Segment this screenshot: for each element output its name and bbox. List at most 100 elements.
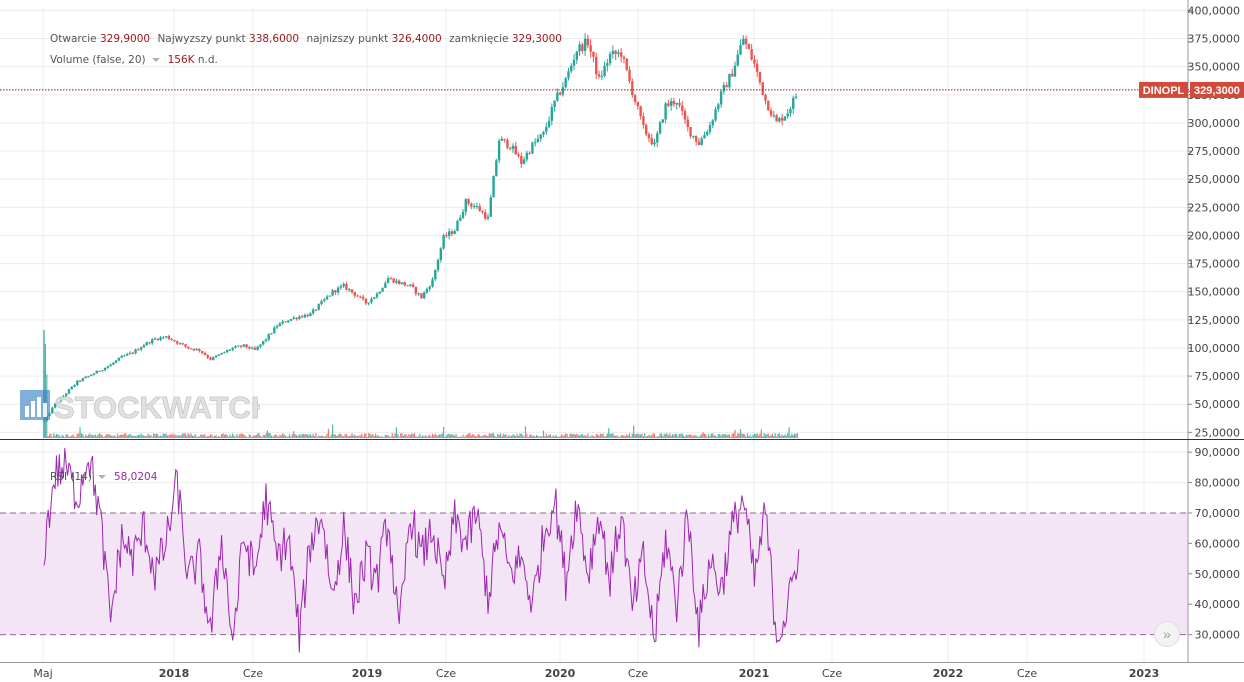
volume-bar	[214, 435, 216, 438]
volume-bar	[110, 435, 112, 438]
volume-bar	[166, 435, 169, 438]
candle	[453, 229, 456, 235]
candle	[658, 120, 662, 135]
volume-bar	[368, 433, 370, 438]
volume-bar	[179, 435, 181, 438]
volume-bar	[369, 433, 371, 438]
volume-bar	[732, 433, 735, 438]
volume-bar	[57, 434, 59, 438]
volume-bar	[433, 435, 435, 438]
candle	[126, 352, 129, 356]
candle	[550, 103, 554, 126]
volume-bar	[448, 433, 450, 438]
volume-bar	[597, 434, 599, 438]
volume-bar	[527, 436, 529, 438]
volume-bar	[574, 434, 577, 438]
candle	[242, 344, 245, 348]
volume-label[interactable]: Volume (false, 20)	[50, 54, 146, 66]
volume-bar	[562, 435, 564, 438]
volume-bar	[379, 436, 381, 438]
volume-bar	[610, 434, 613, 438]
candle	[120, 354, 123, 358]
candle	[411, 282, 415, 288]
volume-legend[interactable]: Volume (false, 20) 156K n.d.	[50, 54, 218, 66]
candle	[256, 345, 259, 351]
volume-bar	[605, 435, 607, 438]
time-axis[interactable]: Maj 2018 Cze 2019 Cze 2020 Cze 2021 Cze 2022 Cze 20…	[33, 667, 1159, 680]
volume-bar	[422, 435, 424, 438]
volume-bar	[590, 436, 592, 438]
ohlc-legend: Otwarcie 329,9000 Najwyzszy punkt 338,60…	[50, 33, 562, 45]
volume-bar	[236, 433, 238, 438]
volume-bar	[595, 434, 597, 438]
volume-bar	[676, 433, 678, 438]
volume-bar	[78, 433, 80, 438]
volume-bar	[98, 433, 101, 438]
volume-bar	[745, 436, 747, 438]
volume-bar	[391, 433, 393, 438]
volume-bar	[534, 436, 536, 438]
candle	[484, 208, 487, 221]
volume-bar	[309, 433, 311, 438]
volume-bar	[563, 435, 565, 438]
volume-bar	[794, 433, 796, 438]
candle	[225, 349, 229, 354]
volume-bar	[226, 435, 228, 438]
volume-bar	[764, 434, 767, 438]
volume-bar	[340, 433, 342, 438]
candle	[706, 129, 709, 137]
candle	[51, 406, 54, 414]
candle	[309, 312, 312, 317]
volume-bar	[565, 433, 567, 438]
volume-bar	[436, 435, 438, 438]
candle	[414, 286, 418, 296]
chevron-down-icon[interactable]	[151, 58, 160, 62]
volume-bar	[334, 434, 336, 438]
open-value: 329,9000	[99, 33, 151, 45]
volume-bar	[791, 433, 793, 438]
volume-bar	[630, 436, 632, 438]
volume-bar	[796, 433, 799, 438]
volume-bar	[136, 435, 138, 438]
rsi-axis[interactable]: 90,0000 80,0000 70,0000 60,0000 50,0000 40,00…	[1195, 446, 1241, 641]
volume-bar	[259, 435, 262, 438]
volume-bar	[169, 434, 171, 438]
candle	[67, 388, 71, 395]
volume-bar	[566, 433, 568, 438]
volume-bar	[495, 436, 497, 438]
rsi-legend[interactable]: RSI (14) 58,0204	[50, 471, 157, 483]
volume-bar	[631, 433, 633, 438]
volume-bar	[234, 436, 237, 438]
volume-bar	[734, 429, 736, 438]
candle	[736, 49, 739, 67]
scroll-to-realtime-button[interactable]: »	[1154, 621, 1180, 647]
volume-bar	[497, 433, 499, 438]
price-tick-label: 275,0000	[1188, 145, 1241, 158]
candle	[697, 137, 701, 146]
price-axis[interactable]: 400,0000375,0000350,0000325,0000300,0000…	[1188, 4, 1241, 439]
chevron-down-icon[interactable]	[97, 475, 106, 479]
candle	[583, 33, 587, 57]
volume-bar	[240, 433, 242, 438]
volume-bar	[133, 435, 135, 438]
rsi-label[interactable]: RSI (14)	[50, 471, 92, 483]
candle	[725, 82, 728, 88]
candle	[109, 363, 112, 367]
candle	[561, 82, 565, 97]
candle	[711, 119, 714, 129]
candle	[514, 141, 517, 155]
volume-bar	[221, 434, 223, 438]
volume-bar	[473, 434, 475, 438]
rsi-value: 58,0204	[113, 471, 158, 483]
volume-bar	[555, 434, 557, 438]
volume-bar	[100, 434, 102, 438]
candle	[187, 346, 190, 350]
volume-bar	[463, 436, 466, 438]
volume-bar	[519, 433, 521, 438]
candle	[128, 351, 132, 355]
volume-bar	[411, 433, 413, 438]
volume-bar	[669, 433, 671, 438]
time-tick-label: Cze	[1017, 667, 1037, 680]
volume-bar	[640, 434, 642, 438]
